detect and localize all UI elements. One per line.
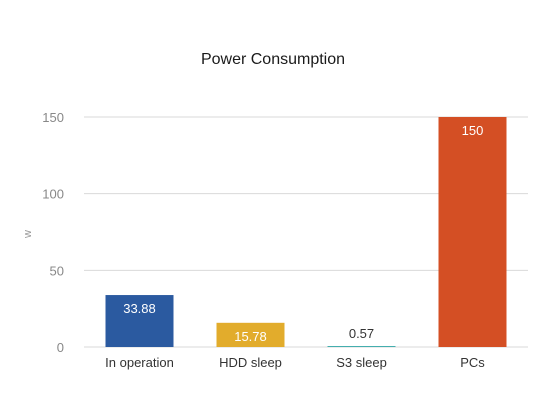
x-category-label: PCs xyxy=(460,355,485,370)
y-tick-label: 0 xyxy=(57,340,64,355)
x-category-label: HDD sleep xyxy=(219,355,282,370)
bar xyxy=(105,295,174,347)
bars xyxy=(105,117,507,347)
data-label: 33.88 xyxy=(123,301,156,316)
data-label: 150 xyxy=(462,123,484,138)
x-category-label: S3 sleep xyxy=(336,355,387,370)
y-tick-label: 100 xyxy=(42,187,64,202)
x-axis-categories: In operation HDD sleep S3 sleep PCs xyxy=(105,355,485,370)
bar xyxy=(327,346,396,347)
y-tick-label: 150 xyxy=(42,110,64,125)
bar xyxy=(216,322,285,347)
bar xyxy=(438,117,507,347)
y-axis-ticks: 0 50 100 150 xyxy=(42,110,64,355)
data-labels: 33.88 15.78 0.57 150 xyxy=(123,123,483,344)
x-category-label: In operation xyxy=(105,355,174,370)
y-tick-label: 50 xyxy=(50,263,64,278)
data-label: 15.78 xyxy=(234,329,267,344)
y-axis-title: w xyxy=(22,230,34,239)
data-label: 0.57 xyxy=(349,326,374,341)
chart-title: Power Consumption xyxy=(201,51,345,68)
